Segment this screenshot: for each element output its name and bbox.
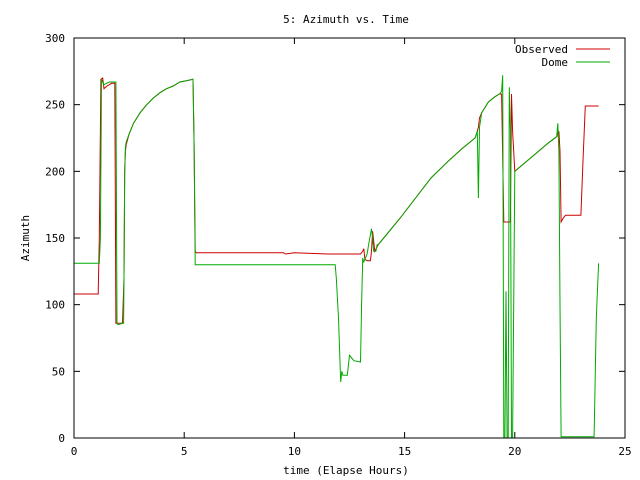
y-tick-label: 250 [45,99,65,112]
x-tick-label: 25 [618,445,631,458]
y-tick-label: 150 [45,232,65,245]
plot-frame [73,37,626,439]
y-tick-label: 300 [45,32,65,45]
y-axis-label: Azimuth [19,215,32,261]
legend-label-dome: Dome [542,56,569,69]
x-tick-label: 0 [71,445,78,458]
x-axis-label: time (Elapse Hours) [283,464,409,477]
y-tick-label: 50 [52,365,65,378]
y-tick-label: 200 [45,165,65,178]
legend-label-observed: Observed [515,43,568,56]
x-tick-label: 20 [508,445,521,458]
chart-title: 5: Azimuth vs. Time [283,13,409,26]
y-tick-label: 0 [58,432,65,445]
y-tick-label: 100 [45,299,65,312]
x-tick-label: 5 [181,445,188,458]
x-tick-label: 10 [288,445,301,458]
x-tick-label: 15 [398,445,411,458]
